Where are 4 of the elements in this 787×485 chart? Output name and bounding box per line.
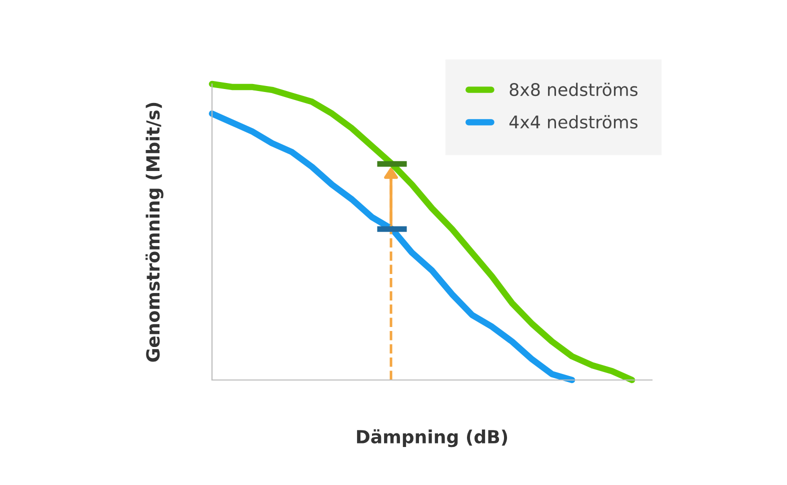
legend-label: 8x8 nedströms	[510, 82, 638, 96]
x-axis-title: Dämpning (dB)	[357, 429, 508, 448]
legend-label: 4x4 nedströms	[509, 115, 638, 129]
y-axis-title: Genomströmning (Mbit/s)	[146, 102, 164, 362]
